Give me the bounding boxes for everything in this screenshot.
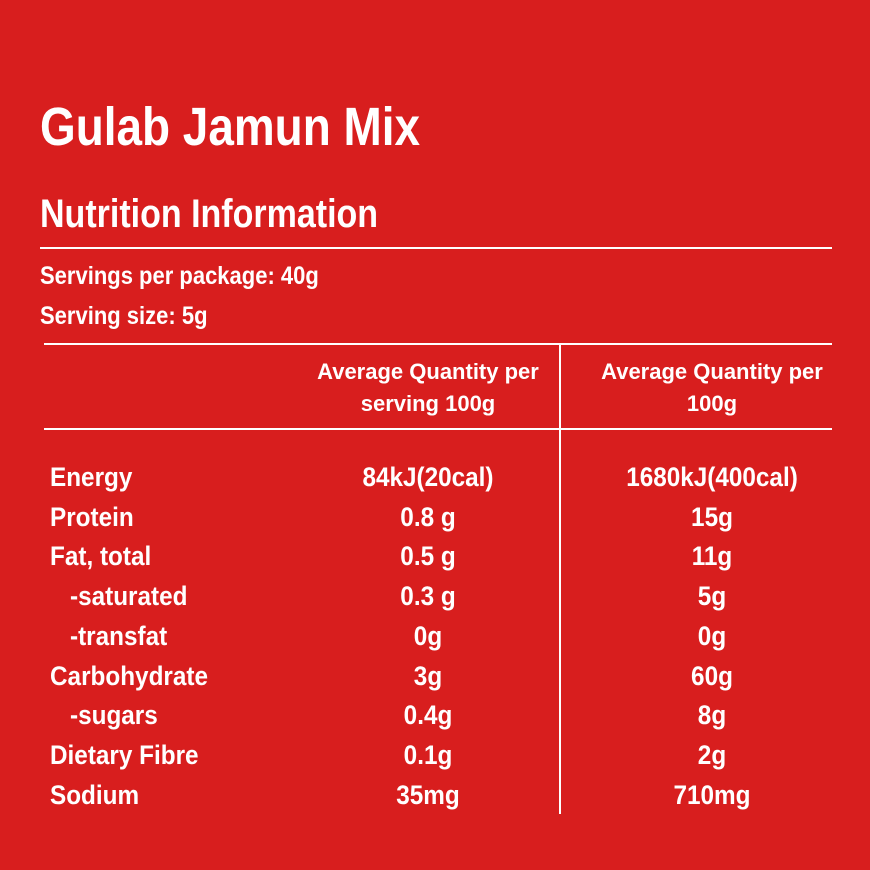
column-header: Average Quantity per 100g bbox=[601, 359, 823, 416]
nutrient-name: Sodium bbox=[50, 779, 140, 810]
nutrient-value: 710mg bbox=[673, 779, 751, 810]
subtitle: Nutrition Information bbox=[40, 192, 379, 236]
nutrient-name: Fat, total bbox=[50, 541, 152, 572]
nutrient-value: 1680kJ(400cal) bbox=[626, 462, 798, 492]
nutrient-value: 0.1g bbox=[403, 739, 453, 770]
rule bbox=[40, 247, 832, 249]
nutrient-value: 0.3 g bbox=[400, 581, 456, 612]
nutrient-value: 2g bbox=[697, 739, 727, 770]
nutrient-value: 11g bbox=[691, 541, 733, 572]
nutrient-value: 35mg bbox=[396, 779, 460, 810]
nutrient-value: 0.5 g bbox=[400, 541, 456, 572]
nutrient-name: Carbohydrate bbox=[50, 660, 208, 691]
nutrient-value: 84kJ(20cal) bbox=[362, 462, 494, 492]
nutrient-value: 8g bbox=[697, 700, 727, 731]
nutrient-name: -sugars bbox=[70, 700, 158, 731]
nutrient-value: 3g bbox=[413, 660, 443, 691]
nutrient-value: 0.4g bbox=[403, 700, 453, 731]
rule bbox=[44, 343, 832, 345]
nutrient-value: 5g bbox=[697, 581, 727, 612]
nutrient-value: 60g bbox=[691, 660, 733, 691]
nutrient-value: 0.8 g bbox=[400, 501, 456, 532]
nutrient-value: 0g bbox=[697, 620, 727, 651]
nutrient-name: Dietary Fibre bbox=[50, 739, 199, 770]
servings: Servings per package: 40g bbox=[40, 262, 319, 290]
column-header: Average Quantity per serving 100g bbox=[317, 359, 539, 416]
serving-size: Serving size: 5g bbox=[40, 302, 208, 330]
nutrient-value: 0g bbox=[413, 620, 443, 651]
nutrient-name: Energy bbox=[50, 462, 133, 492]
column-divider bbox=[559, 344, 561, 814]
rule bbox=[44, 428, 832, 430]
title: Gulab Jamun Mix bbox=[40, 97, 421, 157]
nutrient-name: Protein bbox=[50, 501, 134, 532]
nutrient-value: 15g bbox=[691, 501, 733, 532]
nutrient-name: -transfat bbox=[70, 620, 168, 651]
nutrient-name: -saturated bbox=[70, 581, 188, 612]
